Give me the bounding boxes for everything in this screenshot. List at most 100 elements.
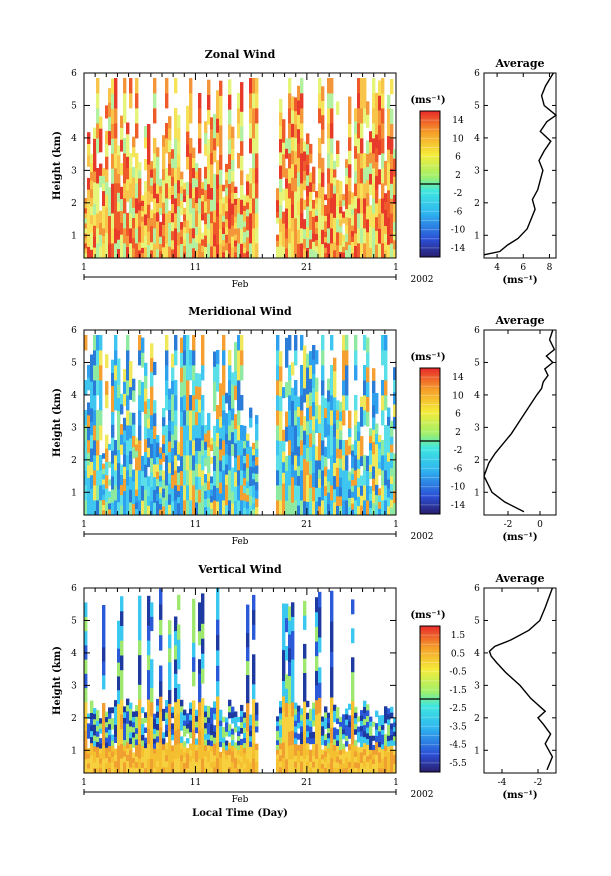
heatmap-cell: [207, 213, 211, 229]
heatmap-cell: [297, 406, 301, 417]
heatmap-cell: [159, 509, 163, 516]
heatmap-cell: [108, 479, 112, 486]
heatmap-cell: [93, 225, 97, 237]
heatmap-cell: [390, 756, 394, 763]
heatmap-cell: [210, 495, 214, 503]
heatmap-cell: [303, 180, 307, 191]
heatmap-cell: [195, 750, 199, 757]
heatmap-cell: [318, 606, 322, 623]
y-tick-label: 1: [71, 231, 77, 241]
heatmap-cell: [291, 744, 295, 760]
heatmap-cell: [378, 448, 382, 456]
heatmap-cell: [171, 501, 175, 516]
heatmap-cell: [189, 743, 193, 750]
heatmap-cell: [360, 396, 364, 407]
heatmap-cell: [342, 724, 346, 730]
heatmap-cell: [312, 249, 316, 259]
heatmap-cell: [324, 205, 328, 211]
heatmap-cell: [87, 223, 91, 236]
heatmap-cell: [195, 218, 199, 227]
heatmap-cell: [360, 123, 364, 139]
heatmap-cell: [210, 482, 214, 490]
heatmap-cell: [249, 751, 253, 758]
profile-y-tick-label: 6: [474, 326, 480, 336]
heatmap-cell: [171, 185, 175, 195]
heatmap-cell: [213, 767, 217, 774]
heatmap-cell: [345, 208, 349, 218]
heatmap-cell: [357, 168, 361, 184]
heatmap-cell: [339, 206, 343, 214]
heatmap-cell: [123, 745, 127, 752]
heatmap-cell: [192, 598, 196, 614]
heatmap-cell: [369, 493, 373, 501]
heatmap-cell: [390, 750, 394, 757]
heatmap-cell: [288, 661, 292, 677]
heatmap-cell: [387, 719, 391, 725]
heatmap-cell: [222, 221, 226, 228]
heatmap-cell: [276, 240, 280, 247]
heatmap-cell: [354, 108, 358, 122]
heatmap-cell: [309, 446, 313, 461]
heatmap-cell: [342, 485, 346, 501]
heatmap-cell: [336, 400, 340, 411]
heatmap-cell: [108, 723, 112, 730]
heatmap-cell: [123, 213, 127, 229]
heatmap-cell: [162, 738, 166, 745]
heatmap-cell: [102, 183, 106, 192]
heatmap-cell: [312, 749, 316, 756]
heatmap-cell: [195, 210, 199, 219]
heatmap-cell: [297, 485, 301, 496]
heatmap-cell: [159, 229, 163, 237]
colorbar-tick-label: 14: [452, 373, 464, 383]
heatmap-cell: [375, 216, 379, 231]
heatmap-cell: [117, 634, 121, 649]
heatmap-cell: [318, 108, 322, 124]
heatmap-cell: [288, 606, 292, 621]
heatmap-cell: [327, 752, 331, 759]
heatmap-cell: [243, 433, 247, 441]
heatmap-cell: [150, 500, 154, 516]
heatmap-cell: [372, 123, 376, 139]
heatmap-cell: [90, 461, 94, 476]
heatmap-cell: [147, 625, 151, 641]
heatmap-cell: [330, 410, 334, 426]
heatmap-cell: [192, 642, 196, 658]
heatmap-cell: [276, 365, 280, 381]
heatmap-cell: [345, 200, 349, 209]
heatmap-cell: [225, 250, 229, 259]
heatmap-cell: [282, 742, 286, 758]
heatmap-cell: [111, 450, 115, 464]
heatmap-cell: [255, 108, 259, 124]
heatmap-cell: [231, 192, 235, 204]
heatmap-cell: [180, 243, 184, 252]
heatmap-cell: [210, 140, 214, 153]
heatmap-cell: [333, 733, 337, 740]
heatmap-cell: [207, 711, 211, 718]
heatmap-cell: [153, 748, 157, 754]
heatmap-cell: [186, 440, 190, 456]
heatmap-cell: [246, 702, 250, 718]
heatmap-cell: [156, 147, 160, 157]
heatmap-cell: [156, 500, 160, 509]
heatmap-cell: [171, 756, 175, 763]
heatmap-cell: [207, 761, 211, 768]
heatmap-cell: [87, 189, 91, 202]
heatmap-cell: [231, 479, 235, 492]
heatmap-cell: [228, 153, 232, 170]
heatmap-cell: [312, 430, 316, 445]
heatmap-cell: [393, 759, 397, 765]
heatmap-cell: [207, 481, 211, 490]
heatmap-cell: [246, 195, 250, 203]
heatmap-cell: [309, 153, 313, 164]
heatmap-cell: [213, 396, 217, 412]
heatmap-cell: [111, 198, 115, 214]
heatmap-cell: [186, 232, 190, 246]
heatmap-cell: [105, 762, 109, 769]
heatmap-cell: [309, 487, 313, 502]
heatmap-cell: [144, 203, 148, 215]
heatmap-cell: [153, 758, 157, 764]
heatmap-cell: [351, 491, 355, 498]
heatmap-cell: [288, 138, 292, 154]
heatmap-cell: [219, 751, 223, 758]
heatmap-cell: [393, 490, 397, 504]
